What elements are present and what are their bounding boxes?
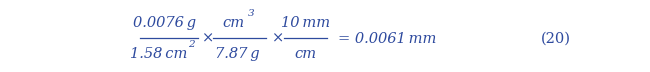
Text: 3: 3 — [248, 9, 255, 18]
Text: 7.87 g: 7.87 g — [215, 47, 260, 61]
Text: 10 mm: 10 mm — [281, 16, 330, 30]
Text: 2: 2 — [188, 40, 195, 49]
Text: ×: × — [202, 32, 215, 46]
Text: ×: × — [272, 32, 284, 46]
Text: cm: cm — [294, 47, 317, 61]
Text: (20): (20) — [541, 32, 571, 46]
Text: cm: cm — [222, 16, 244, 30]
Text: 1.58 cm: 1.58 cm — [129, 47, 187, 61]
Text: = 0.0061 mm: = 0.0061 mm — [338, 32, 437, 46]
Text: 0.0076 g: 0.0076 g — [133, 16, 196, 30]
